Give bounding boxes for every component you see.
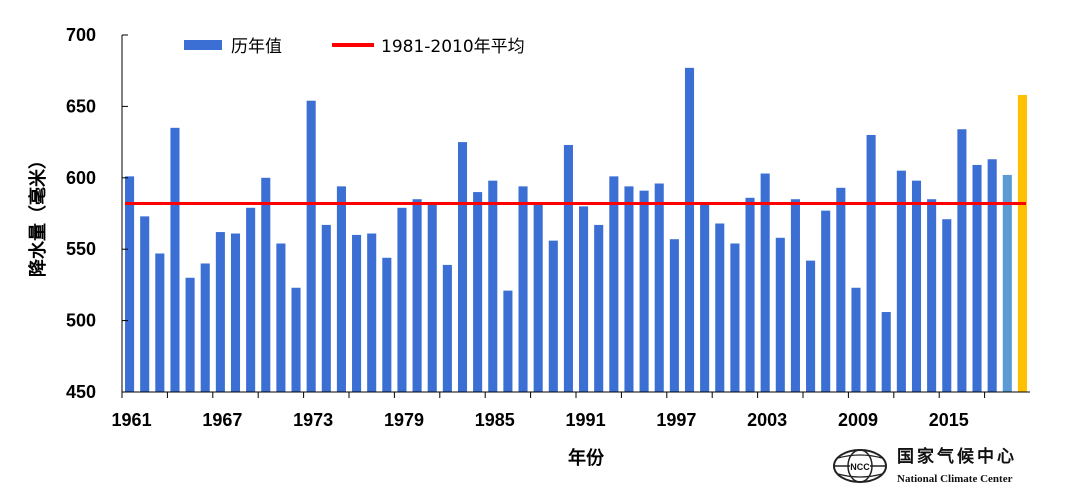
x-tick-label: 1991 — [566, 410, 606, 430]
bar-1982 — [442, 264, 452, 392]
y-tick-label: 700 — [66, 25, 96, 45]
bar-1999 — [700, 204, 710, 392]
bar-2003 — [760, 173, 770, 392]
bar-1964 — [170, 127, 180, 392]
bar-2019 — [1002, 174, 1012, 392]
bar-2015 — [942, 219, 952, 392]
bar-1989 — [548, 240, 558, 392]
bar-1992 — [594, 224, 604, 392]
bar-1980 — [412, 199, 422, 392]
bar-1965 — [185, 277, 195, 392]
y-ticks: 450 500 550 600 650 700 — [66, 25, 128, 402]
bar-2008 — [836, 187, 846, 392]
bar-2006 — [806, 260, 816, 392]
x-tick-label: 2003 — [747, 410, 787, 430]
bar-1971 — [276, 243, 286, 392]
x-ticks: 1961 1967 1973 1979 1985 1991 1997 2003 2009 2015 — [112, 392, 986, 430]
legend-label-series: 历年值 — [231, 37, 282, 57]
legend-swatch-bars — [184, 40, 222, 50]
bar-1994 — [624, 186, 634, 392]
bar-1993 — [609, 176, 619, 392]
bar-1970 — [261, 177, 271, 392]
legend: 历年值 1981-2010年平均 — [184, 37, 525, 57]
bar-1972 — [291, 287, 301, 392]
bar-1981 — [427, 204, 437, 392]
bar-1991 — [579, 206, 589, 392]
bar-1961 — [125, 176, 135, 392]
bar-series — [125, 67, 1027, 392]
bar-2013 — [911, 180, 922, 392]
y-tick-label: 550 — [66, 239, 96, 259]
bar-1996 — [654, 183, 664, 392]
ncc-logo: NCC 国家气候中心 National Climate Center — [833, 446, 1017, 485]
x-axis-title: 年份 — [568, 447, 605, 469]
bar-1997 — [669, 239, 679, 392]
bar-2010 — [866, 134, 876, 392]
bar-1974 — [321, 224, 331, 392]
x-tick-label: 1967 — [202, 410, 242, 430]
x-tick-label: 1997 — [656, 410, 696, 430]
bar-1976 — [352, 234, 362, 392]
emblem-text: NCC — [850, 462, 870, 472]
bar-1978 — [382, 257, 392, 392]
bar-1977 — [367, 233, 377, 392]
bar-2012 — [896, 170, 906, 392]
bar-2004 — [775, 237, 785, 392]
bar-1968 — [230, 233, 241, 392]
bar-1990 — [563, 144, 573, 392]
bar-2007 — [821, 210, 831, 392]
bar-1975 — [336, 186, 346, 392]
bar-1983 — [457, 142, 468, 392]
bar-1985 — [488, 180, 498, 392]
bar-2002 — [745, 197, 755, 392]
bar-2011 — [881, 312, 891, 392]
axes — [121, 35, 1030, 393]
bar-2018 — [987, 159, 997, 392]
bar-2001 — [730, 243, 740, 392]
logo-name-en: National Climate Center — [897, 473, 1013, 485]
bar-1988 — [533, 203, 543, 392]
logo-name-cn: 国家气候中心 — [897, 446, 1017, 467]
bar-1998 — [684, 67, 695, 392]
bar-1973 — [306, 100, 316, 392]
bar-1995 — [639, 190, 649, 392]
y-tick-label: 650 — [66, 96, 96, 116]
bar-1966 — [200, 263, 210, 392]
bar-1967 — [215, 232, 225, 392]
x-tick-label: 1985 — [475, 410, 515, 430]
y-tick-label: 500 — [66, 311, 96, 331]
bar-2016 — [957, 129, 967, 392]
bar-2017 — [972, 164, 982, 392]
y-axis-title: 降水量（毫米） — [27, 151, 49, 277]
x-tick-label: 1979 — [384, 410, 424, 430]
x-tick-label: 1973 — [293, 410, 333, 430]
y-tick-label: 600 — [66, 168, 96, 188]
bar-1979 — [397, 207, 407, 392]
bar-1984 — [473, 192, 483, 392]
bar-2005 — [790, 199, 800, 392]
globe-emblem-icon: NCC — [833, 449, 887, 483]
x-tick-label: 2015 — [929, 410, 969, 430]
bar-1969 — [246, 207, 256, 392]
bar-1963 — [155, 253, 165, 392]
bar-1986 — [503, 290, 513, 392]
x-tick-label: 2009 — [838, 410, 878, 430]
bar-2009 — [851, 287, 861, 392]
legend-label-average: 1981-2010年平均 — [381, 37, 525, 57]
bar-1962 — [140, 216, 150, 392]
x-tick-label: 1961 — [112, 410, 152, 430]
bar-1987 — [518, 186, 528, 392]
legend-swatch-average — [332, 43, 374, 47]
bar-2014 — [927, 199, 937, 392]
bar-2020 — [1017, 94, 1027, 392]
y-tick-label: 450 — [66, 382, 96, 402]
bar-2000 — [715, 223, 725, 392]
